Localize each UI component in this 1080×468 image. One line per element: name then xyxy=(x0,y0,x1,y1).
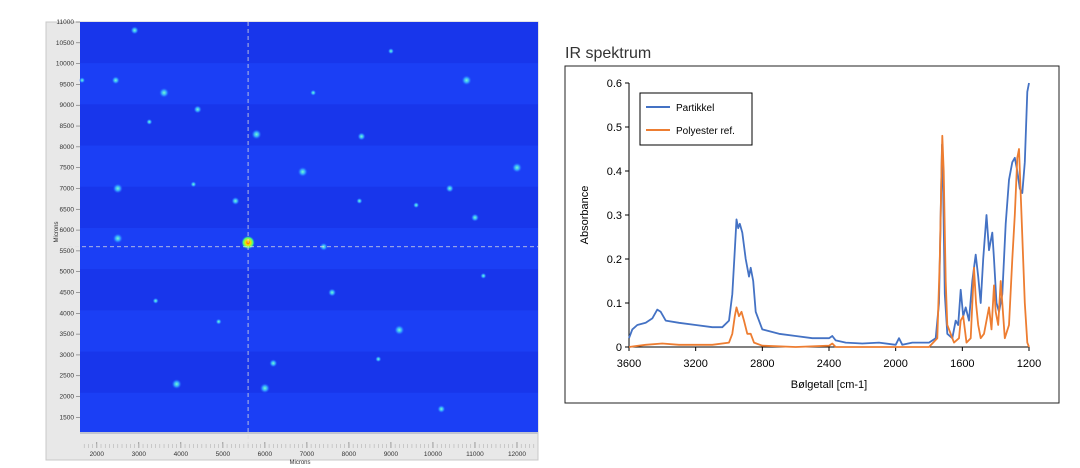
series-line-partikkel xyxy=(628,82,1030,346)
y-tick-label: 0.1 xyxy=(607,298,622,310)
map-tile-band xyxy=(80,186,538,228)
particle-spot xyxy=(130,26,139,35)
particle-spot xyxy=(259,383,270,394)
x-tick-label: 3600 xyxy=(617,358,641,370)
particle-spot xyxy=(171,379,182,390)
map-y-tick-label: 5500 xyxy=(60,248,75,255)
map-tile-band xyxy=(80,228,538,270)
map-y-tick-label: 6500 xyxy=(60,206,75,213)
legend-label: Polyester ref. xyxy=(676,126,735,137)
map-y-tick-label: 10500 xyxy=(56,40,74,47)
map-x-tick-label: 4000 xyxy=(174,451,189,458)
map-tile-band xyxy=(80,145,538,187)
particle-spot xyxy=(310,89,317,96)
x-tick-label: 3200 xyxy=(683,358,707,370)
map-x-tick-label: 7000 xyxy=(300,451,315,458)
map-y-tick-label: 7000 xyxy=(60,185,75,192)
particle-spot xyxy=(112,183,123,194)
map-y-tick-label: 4500 xyxy=(60,290,75,297)
particle-spot xyxy=(511,162,522,173)
particle-spot xyxy=(375,356,382,363)
x-tick-label: 1600 xyxy=(950,358,974,370)
map-bottom-strip xyxy=(80,432,538,434)
particle-spot xyxy=(251,129,262,140)
particle-spot xyxy=(79,77,86,84)
map-y-tick-label: 8500 xyxy=(60,123,75,130)
map-y-tick-label: 5000 xyxy=(60,269,75,276)
particle-spot xyxy=(480,272,487,279)
particle-spot xyxy=(190,181,197,188)
map-y-tick-label: 1500 xyxy=(60,414,75,421)
particle-spot xyxy=(146,118,153,125)
map-tile-band xyxy=(80,63,538,105)
map-tile-band xyxy=(80,22,538,64)
map-x-tick-label: 6000 xyxy=(258,451,273,458)
map-y-tick-label: 11000 xyxy=(56,19,74,26)
map-x-tick-label: 5000 xyxy=(216,451,231,458)
x-tick-label: 2400 xyxy=(817,358,841,370)
map-tile-band xyxy=(80,104,538,146)
y-axis-label: Absorbance xyxy=(579,186,591,245)
map-y-tick-label: 8000 xyxy=(60,144,75,151)
series-line-polyester-ref xyxy=(628,134,1030,348)
map-x-tick-label: 9000 xyxy=(384,451,399,458)
y-tick-label: 0.3 xyxy=(607,210,622,222)
map-y-tick-label: 7500 xyxy=(60,165,75,172)
y-tick-label: 0.6 xyxy=(607,78,622,90)
particle-spot xyxy=(470,213,479,222)
map-y-axis-label: Microns xyxy=(54,221,60,242)
particle-spot xyxy=(152,297,159,304)
map-x-tick-label: 11000 xyxy=(466,451,484,458)
particle-spot xyxy=(159,87,170,98)
y-tick-label: 0.2 xyxy=(607,254,622,266)
x-tick-label: 2000 xyxy=(883,358,907,370)
x-axis-label: Bølgetall [cm-1] xyxy=(791,379,867,391)
map-y-tick-label: 2500 xyxy=(60,373,75,380)
legend-box xyxy=(639,92,753,146)
map-x-tick-label: 10000 xyxy=(424,451,442,458)
map-x-tick-label: 12000 xyxy=(508,451,526,458)
y-tick-label: 0.4 xyxy=(607,166,622,178)
map-y-tick-label: 6000 xyxy=(60,227,75,234)
legend-label: Partikkel xyxy=(676,103,714,114)
particle-spot xyxy=(413,202,420,209)
y-tick-label: 0 xyxy=(616,342,622,354)
map-y-tick-label: 2000 xyxy=(60,394,75,401)
map-tile-band xyxy=(80,351,538,393)
particle-spot xyxy=(356,197,363,204)
particle-spot xyxy=(111,76,120,85)
map-x-tick-label: 2000 xyxy=(90,451,105,458)
chart-title: IR spektrum xyxy=(565,45,651,62)
particle-spot xyxy=(231,196,240,205)
particle-spot xyxy=(193,105,202,114)
x-tick-label: 1200 xyxy=(1017,358,1041,370)
map-y-tick-label: 3000 xyxy=(60,352,75,359)
map-x-tick-label: 3000 xyxy=(132,451,147,458)
x-tick-label: 2800 xyxy=(750,358,774,370)
particle-spot xyxy=(357,132,366,141)
particle-spot xyxy=(437,405,446,414)
particle-spot xyxy=(328,288,337,297)
map-y-tick-label: 9000 xyxy=(60,102,75,109)
particle-spot xyxy=(112,233,123,244)
map-y-tick-label: 3500 xyxy=(60,331,75,338)
map-x-tick-label: 8000 xyxy=(342,451,357,458)
particle-spot xyxy=(215,318,222,325)
y-tick-label: 0.5 xyxy=(607,122,622,134)
map-y-tick-label: 10000 xyxy=(56,61,74,68)
map-y-tick-label: 4000 xyxy=(60,310,75,317)
ir-spectrum-chart: IR spektrum 0 0.1 0.2 0.3 0.4 0.5 0.6 3600 3200 2… xyxy=(564,45,1060,404)
map-x-axis-label: Microns xyxy=(289,460,310,466)
particle-spot xyxy=(387,48,394,55)
microscope-heatmap: 1500 2000 2500 3000 3500 4000 4500 5000 5500 6000… xyxy=(45,19,539,466)
particle-spot xyxy=(394,324,405,335)
map-y-tick-label: 9500 xyxy=(60,81,75,88)
particle-spot xyxy=(461,75,472,86)
particle-spot xyxy=(445,184,454,193)
map-tile-band xyxy=(80,392,538,434)
map-tile-band xyxy=(80,310,538,352)
particle-spot xyxy=(269,359,278,368)
particle-spot xyxy=(297,166,308,177)
map-tile-band xyxy=(80,269,538,311)
